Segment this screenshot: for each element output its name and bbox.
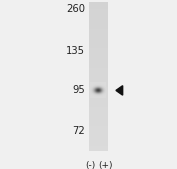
Text: 72: 72 <box>72 126 85 136</box>
Polygon shape <box>116 86 123 95</box>
Text: (+): (+) <box>98 161 113 169</box>
Text: 260: 260 <box>66 4 85 14</box>
Text: 135: 135 <box>66 46 85 56</box>
Text: (-): (-) <box>85 161 95 169</box>
Text: 95: 95 <box>72 85 85 95</box>
